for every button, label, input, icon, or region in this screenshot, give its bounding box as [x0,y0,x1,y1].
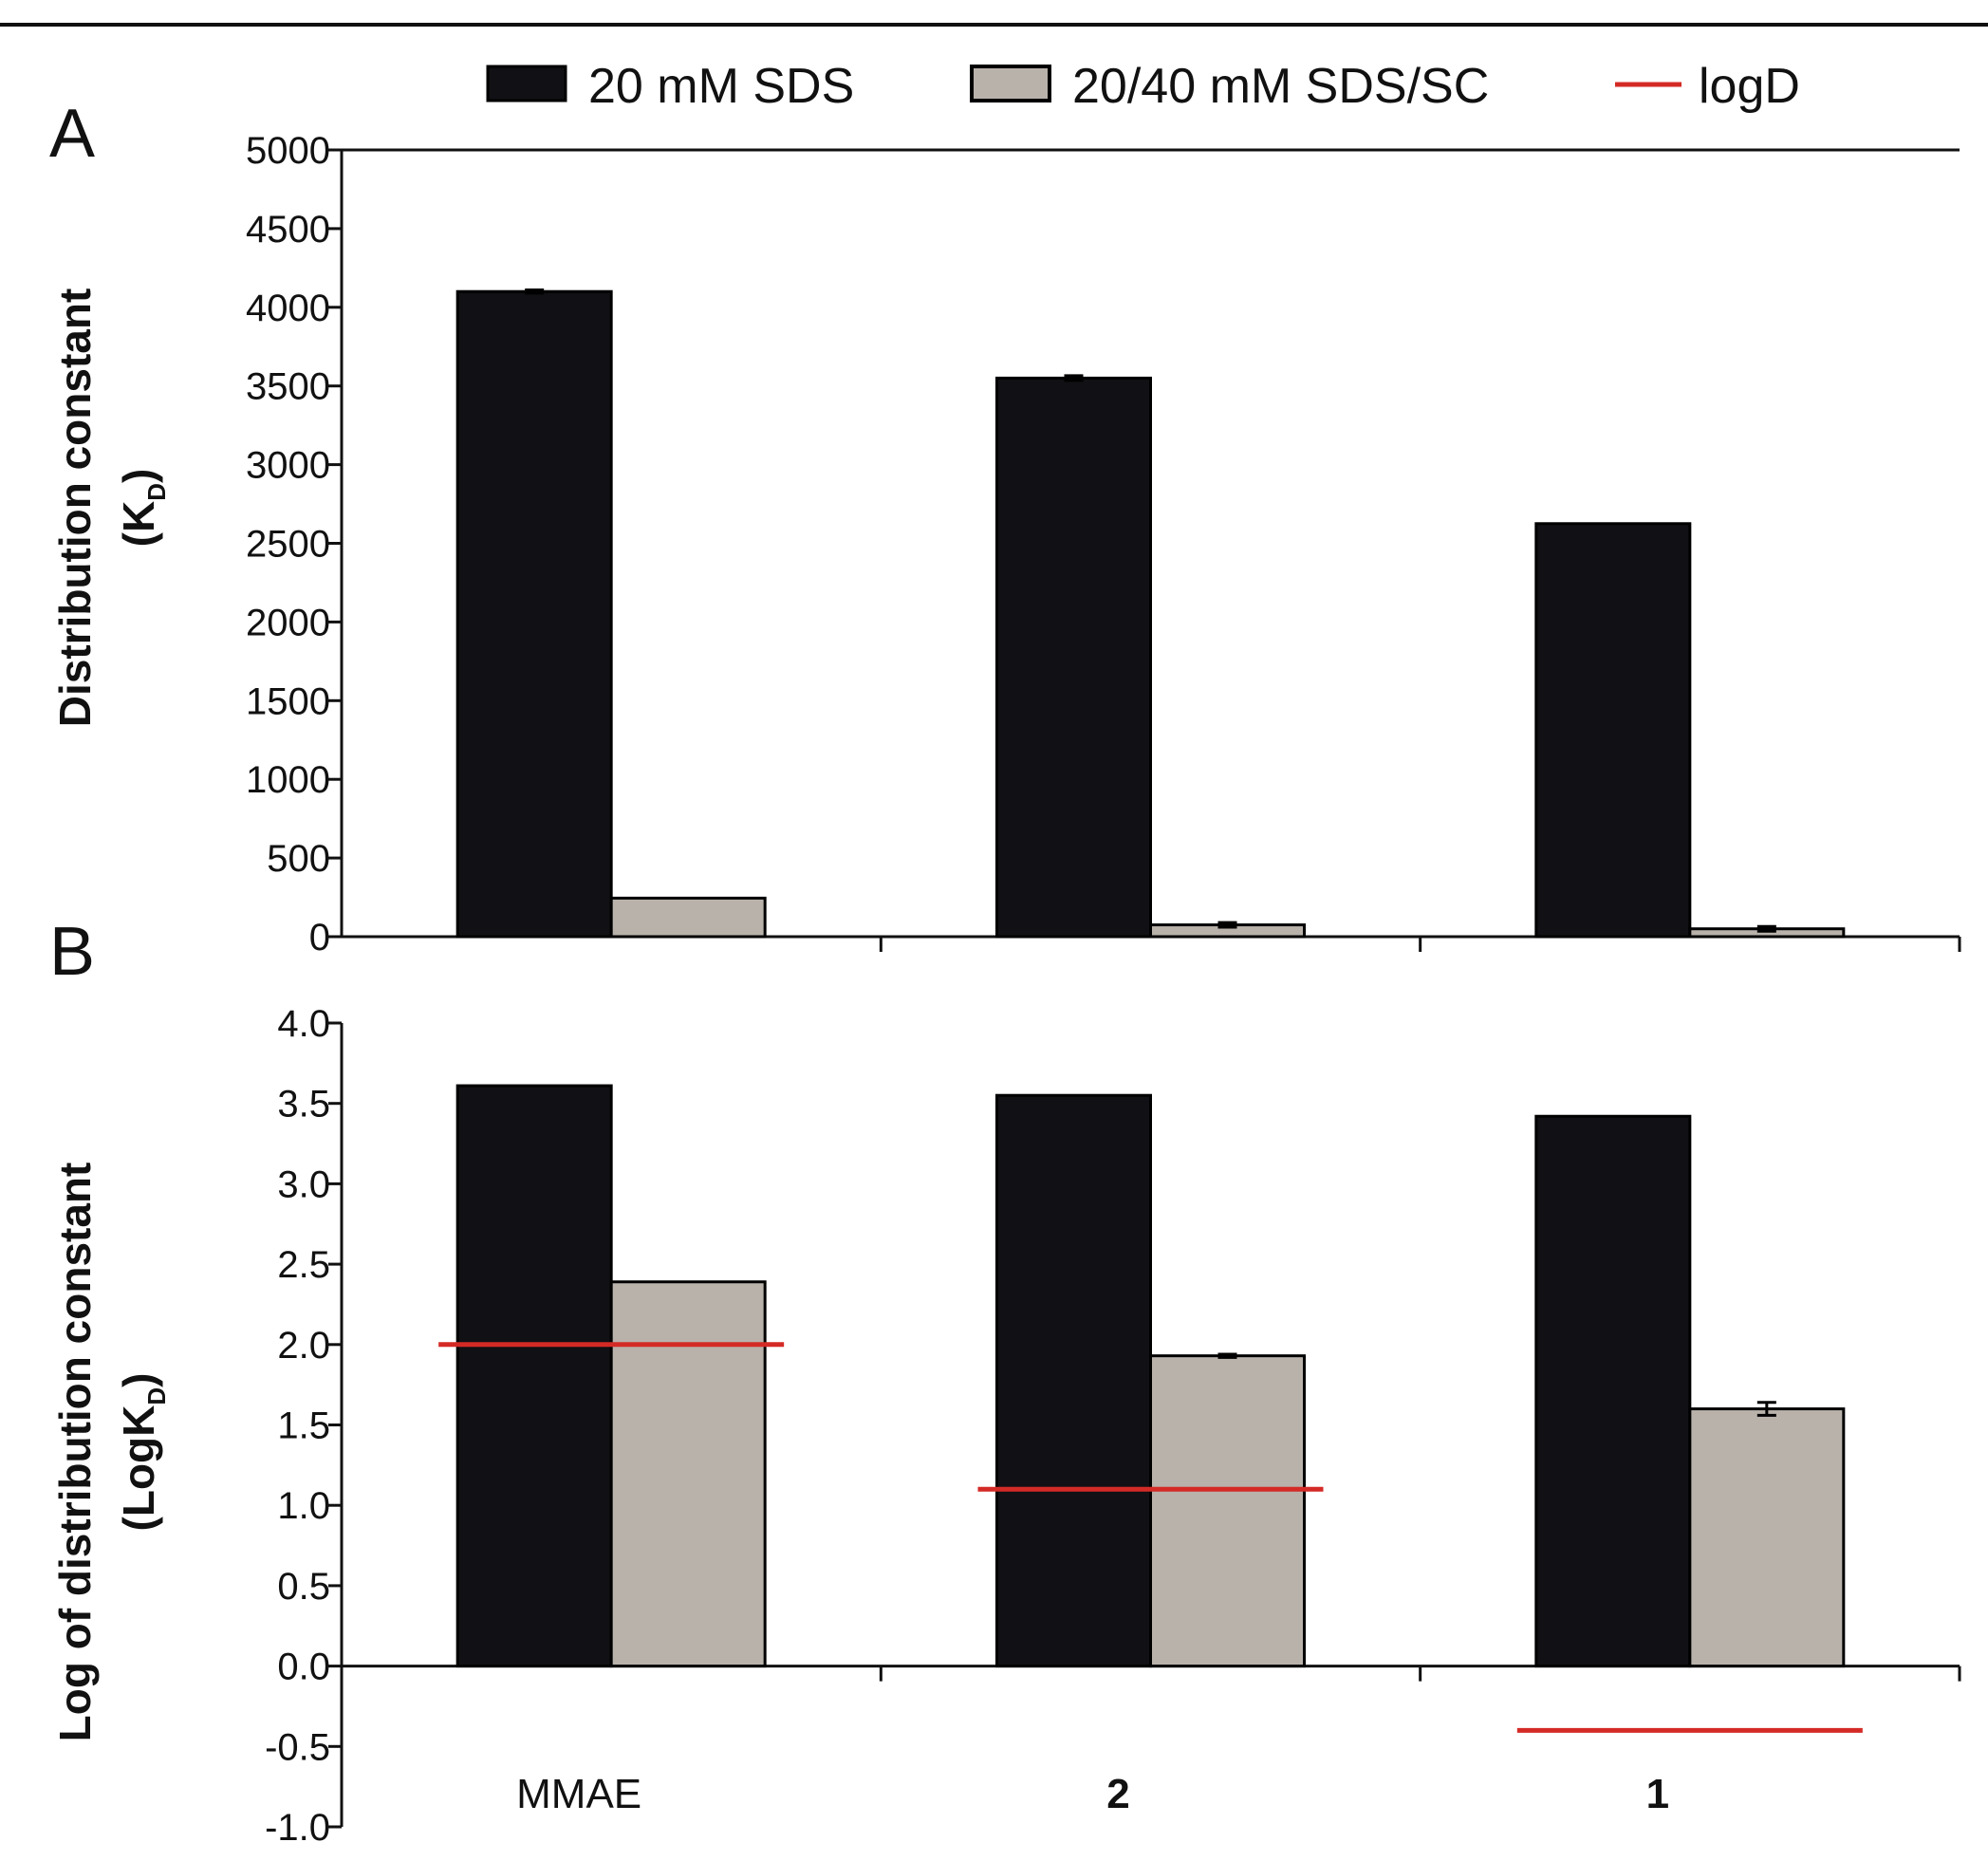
panel-a-bar-sds [455,289,613,939]
panel-a-y-tick-label: 3500 [246,366,330,408]
legend-swatch-sds-sc [970,65,1051,102]
panel-b-category-label: 1 [1646,1771,1669,1817]
panel-b-y-tick-label: 2.0 [277,1325,330,1367]
panel-a-y-tick-label: 4500 [246,209,330,251]
panel-b-y-tick-label: 0.5 [277,1566,330,1608]
y-axis-title-b-unit: (LogKD) [114,1373,171,1532]
panel-b-y-tick-label: 0.0 [277,1647,330,1688]
panel-b-plot: -1.0 -0.5 0.0 0.5 1.0 1.5 2.0 2.5 3.0 3.5 4.0 MMAE 2… [265,1003,1961,1849]
panel-a-y-tick-label: 4000 [246,288,330,329]
legend-swatch-sds [486,65,567,102]
panel-a-y-tick-label: 500 [267,838,330,880]
panel-a-bar-sds [1534,522,1692,939]
legend: 20 mM SDS 20/40 mM SDS/SC logD [486,59,1800,114]
panel-b-y-tick-label: 2.5 [277,1244,330,1286]
panel-a-plot: 0 500 1000 1500 2000 2500 3000 3500 4000 4500 5000 [246,130,1961,958]
y-axis-title-a: Distribution constant [50,288,100,728]
panel-a-y-tick-label: 1000 [246,759,330,801]
panel-b-y-tick-label: -0.5 [265,1726,330,1768]
panel-a-bar-sds-sc [609,896,767,939]
panel-b-bar-sds-sc [1149,1354,1306,1668]
legend-label-logd: logD [1699,59,1800,114]
panel-a-y-tick-label: 0 [309,917,330,958]
panel-b-bar-sds-sc [609,1280,767,1668]
panel-b-y-tick-label: -1.0 [265,1807,330,1849]
panel-b-bar-sds [995,1093,1152,1668]
panel-a-y-tick-label: 2000 [246,602,330,643]
legend-label-sds: 20 mM SDS [588,59,854,114]
panel-b-y-tick-label: 1.5 [277,1405,330,1447]
panel-b-y-tick-label: 3.5 [277,1084,330,1126]
panel-a-y-tick-label: 3000 [246,445,330,487]
panel-b-y-tick-label: 1.0 [277,1485,330,1527]
panel-label-a: A [49,96,95,172]
panel-b-y-tick-label: 3.0 [277,1163,330,1205]
legend-label-sds-sc: 20/40 mM SDS/SC [1072,59,1489,114]
panel-a-y-tick-label: 1500 [246,680,330,722]
panel-b-y-tick-label: 4.0 [277,1003,330,1045]
panel-b-bar-sds [455,1084,613,1668]
y-axis-title-b: Log of distribution constant [50,1163,100,1742]
y-axis-title-a-unit: (KD) [114,469,171,548]
panel-a-y-tick-label: 2500 [246,524,330,566]
panel-b-bar-sds-sc [1688,1407,1846,1668]
panel-b-category-label: 2 [1106,1771,1129,1817]
panel-a-y-tick-label: 5000 [246,130,330,172]
panel-label-b: B [49,914,95,990]
panel-b-bar-sds [1534,1114,1692,1668]
panel-b-category-label: MMAE [516,1771,641,1817]
panel-a-bar-sds [995,376,1152,939]
